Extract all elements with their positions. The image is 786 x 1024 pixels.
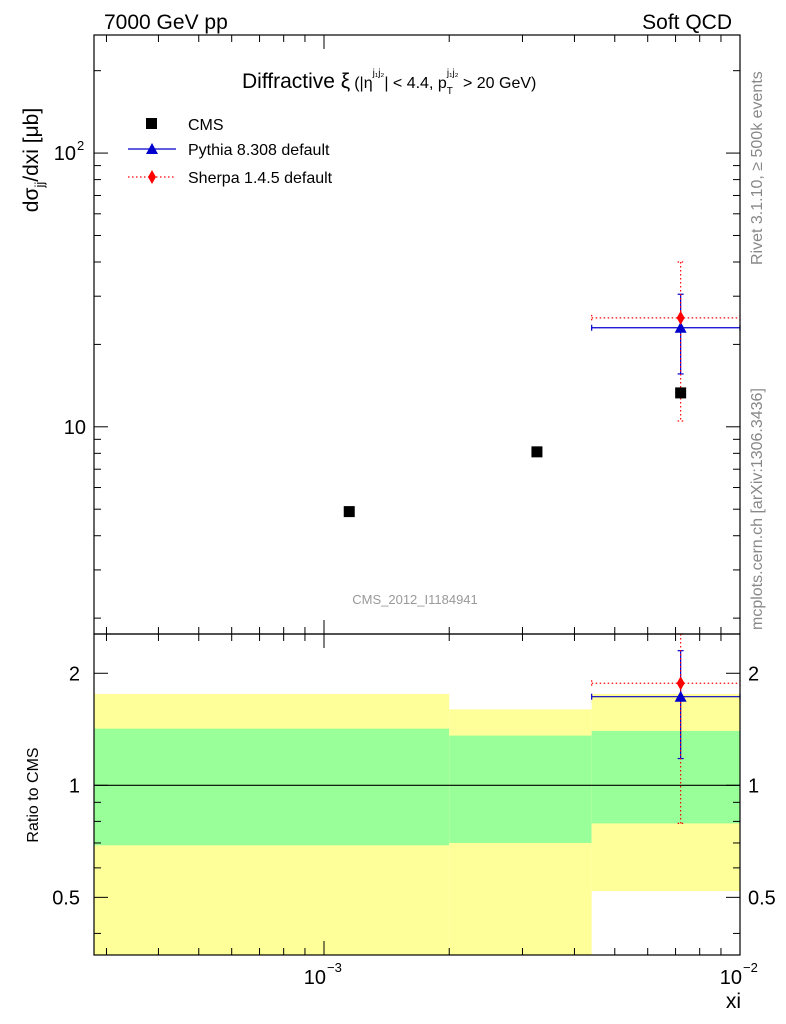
ylabel-suffix: /dxi [μb] — [20, 108, 43, 182]
x-tick-label-exp-1: −2 — [743, 960, 758, 975]
legend-pythia-label: Pythia 8.308 default — [188, 142, 330, 159]
title-mid: | < 4.4, p — [384, 75, 447, 92]
header-left-label: 7000 GeV pp — [104, 11, 228, 34]
series-1-marker-0 — [674, 321, 687, 333]
main-y-axis-label: dσjj/dxi [μb] — [20, 108, 47, 212]
legend-cms-marker — [146, 118, 157, 129]
main-ytick-label-1: 10 — [54, 143, 76, 165]
ratio-plot-axes: 0.5 0.5 1 1 2 2 — [52, 633, 776, 956]
ratio-ytick-label-right-0: 0.5 — [748, 887, 776, 909]
ratio-band-inner-0 — [94, 728, 450, 846]
mcplots-side-label: mcplots.cern.ch [arXiv:1306.3436] — [749, 388, 766, 630]
x-tick-labels: 10 −3 10 −2 — [304, 960, 758, 989]
plot-title: Diffractive ξ (|ηj₁j₂| < 4.4, pTj₁j₂ > 20… — [242, 68, 536, 97]
ratio-series-0-marker-0 — [674, 690, 687, 702]
series-2-marker-0 — [676, 310, 685, 325]
legend-cms-label: CMS — [188, 117, 224, 134]
x-tick-label-exp-0: −3 — [327, 960, 342, 975]
title-open: (|η — [354, 75, 372, 92]
ratio-plot-bands — [94, 693, 740, 955]
title-pt-sup: j₁j₂ — [446, 68, 459, 79]
ylabel-prefix: dσ — [20, 188, 43, 213]
series-0-marker-2 — [675, 387, 687, 399]
analysis-label: CMS_2012_I1184941 — [352, 592, 478, 607]
title-eta-sup: j₁j₂ — [372, 68, 385, 79]
legend-sherpa-marker — [148, 170, 156, 184]
ratio-ytick-label-left-0: 0.5 — [52, 887, 80, 909]
x-tick-label-0: 10 — [304, 967, 326, 989]
ratio-ytick-label-right-1: 1 — [748, 775, 759, 797]
rivet-side-label: Rivet 3.1.10, ≥ 500k events — [749, 71, 766, 265]
ratio-ytick-label-left-2: 2 — [69, 663, 80, 685]
main-ytick-label-exp-1: 2 — [77, 138, 84, 153]
ratio-ytick-label-left-1: 1 — [69, 775, 80, 797]
ratio-band-inner-2 — [591, 730, 740, 824]
series-0-marker-0 — [343, 506, 355, 518]
ratio-plot-marks — [591, 633, 741, 825]
ratio-series-1-marker-0 — [676, 676, 685, 691]
ratio-y-axis-label: Ratio to CMS — [25, 747, 42, 842]
title-main: Diffractive ξ — [242, 70, 350, 93]
title-close: > 20 GeV) — [459, 75, 537, 92]
ylabel-sub: jj — [32, 182, 47, 189]
header-right-label: Soft QCD — [642, 11, 732, 34]
ratio-ytick-label-right-2: 2 — [748, 663, 759, 685]
legend-pythia-marker — [146, 143, 158, 154]
x-tick-label-1: 10 — [720, 967, 742, 989]
x-axis-label: xi — [726, 990, 741, 1013]
legend-sherpa-label: Sherpa 1.4.5 default — [188, 170, 333, 187]
ratio-band-inner-1 — [449, 735, 592, 843]
series-0-marker-1 — [531, 446, 543, 458]
main-ytick-label-0: 10 — [64, 417, 86, 439]
ratio-plot-frame — [93, 633, 741, 956]
legend: CMS Pythia 8.308 default Sherpa 1.4.5 de… — [128, 117, 333, 187]
title-pt-sub: T — [447, 86, 453, 97]
main-plot-marks — [343, 261, 741, 518]
